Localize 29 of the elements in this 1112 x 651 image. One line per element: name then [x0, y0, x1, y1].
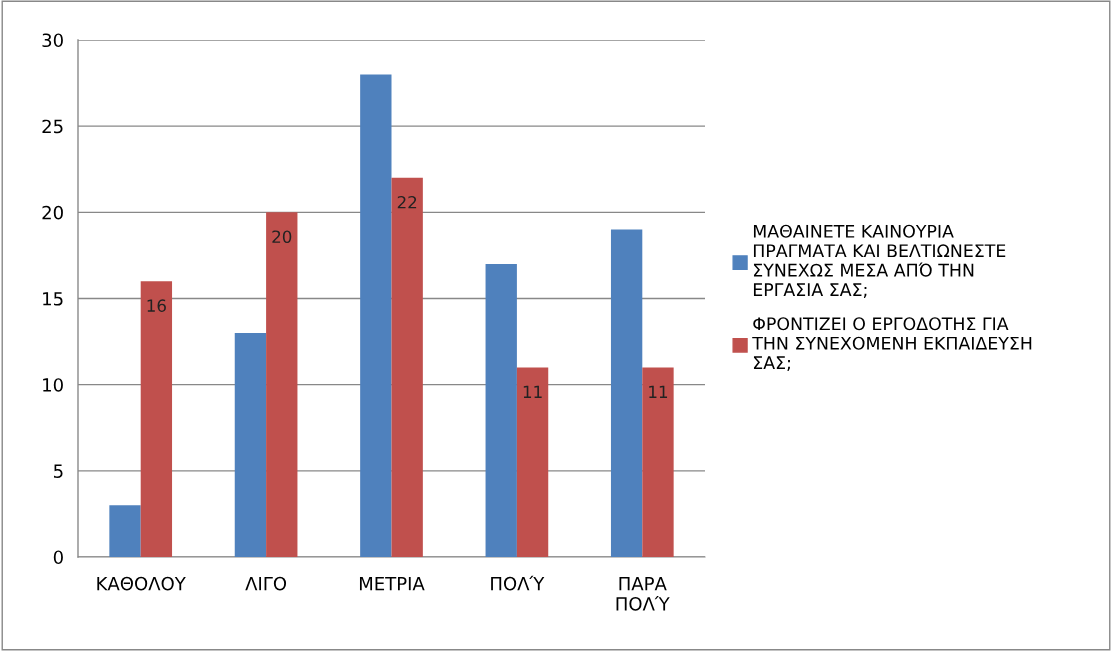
bar: [642, 367, 674, 557]
bar: [266, 212, 298, 557]
x-tick-label: ΠΑΡΑ ΠΟΛΎ: [616, 577, 670, 611]
x-tick-label: ΠΟΛΎ: [491, 575, 545, 591]
bar: [234, 332, 267, 557]
y-tick-label: 0: [53, 550, 63, 565]
data-label: 16: [147, 299, 166, 312]
legend-label: ΜΑΘΑΙΝΕΤΕ ΚΑΙΝΟΥΡΙΑ ΠΡΑΓΜΑΤΑ ΚΑΙ ΒΕΛΤΙΩΝΕΣΤΕ ΣΥΝΕΧΩΣ ΜΕΣΑ ΑΠΌ ΤΗΝ ΕΡΓΑΣΙΑ ΣΑΣ;: [753, 224, 1006, 298]
y-tick-label: 20: [42, 205, 63, 220]
bar: [109, 505, 141, 557]
data-label: 11: [523, 385, 542, 398]
y-tick-label: 30: [42, 33, 63, 48]
y-tick-label: 25: [42, 119, 63, 134]
y-tick-label: 10: [43, 378, 63, 392]
bar: [360, 74, 392, 557]
bar: [140, 281, 173, 557]
x-tick-label: ΚΑΘΟΛΟΥ: [97, 576, 186, 591]
y-tick-label: 5: [54, 464, 63, 478]
x-tick-label: ΛΙΓΟ: [245, 576, 287, 591]
data-label: 22: [397, 195, 417, 209]
bar: [391, 177, 423, 557]
data-label: 20: [272, 230, 292, 244]
bar: [516, 367, 549, 557]
y-tick-label: 15: [43, 292, 63, 306]
bar: [610, 229, 643, 557]
data-label: 11: [649, 385, 668, 398]
bar: [485, 264, 517, 557]
x-tick-label: ΜΕΤΡΙΑ: [359, 577, 425, 591]
legend-label: ΦΡΟΝΤΙΖΕΙ Ο ΕΡΓΟΔΟΤΗΣ ΓΙΑ ΤΗΝ ΣΥΝΕΧΟΜΕΝΗ ΕΚΠΑΙΔΕΥΣΗ ΣΑΣ;: [752, 317, 1032, 371]
